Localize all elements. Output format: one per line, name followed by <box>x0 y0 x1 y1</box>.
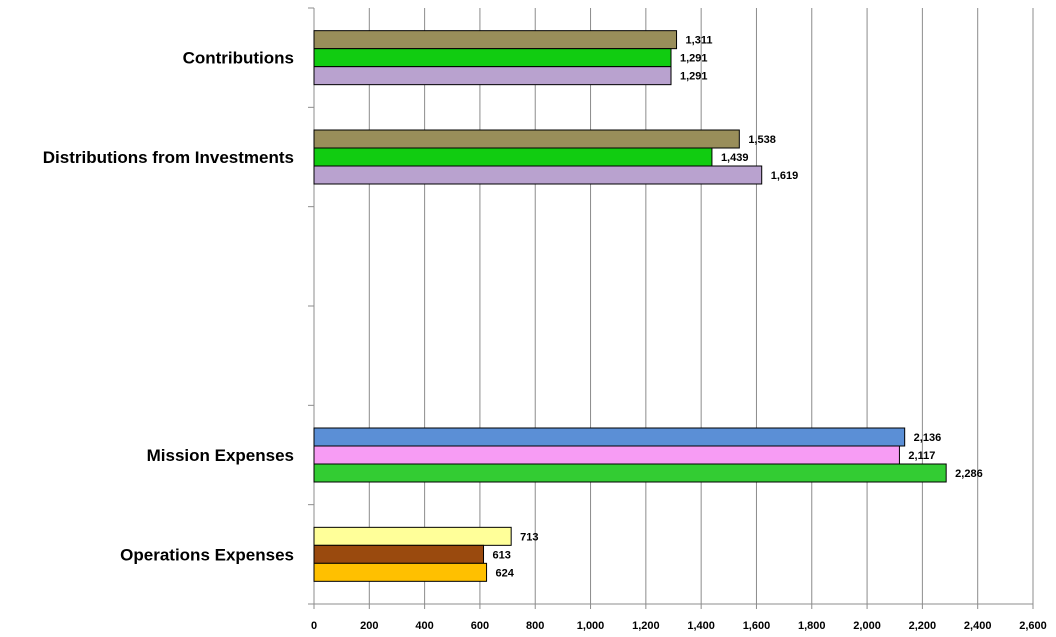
x-tick-label: 1,000 <box>577 620 605 632</box>
category-label: Operations Expenses <box>120 545 294 564</box>
data-label: 613 <box>493 549 511 561</box>
bar <box>313 30 678 50</box>
data-label: 1,439 <box>721 152 749 164</box>
bar <box>313 147 713 167</box>
data-label: 1,291 <box>680 71 708 83</box>
bar <box>313 445 900 465</box>
gridlines <box>368 8 1034 604</box>
x-tick-label: 2,400 <box>964 620 992 632</box>
labels: 0 200 400 600 800 1,000 1,200 1,400 1,600 1,800 2,… <box>43 35 1047 632</box>
data-label: 1,538 <box>748 134 776 146</box>
data-label: 2,286 <box>955 468 983 480</box>
data-label: 624 <box>496 567 515 579</box>
x-tick-label: 1,800 <box>798 620 826 632</box>
x-tick-label: 1,200 <box>632 620 660 632</box>
x-tick-label: 400 <box>415 620 433 632</box>
data-label: 2,136 <box>914 432 942 444</box>
data-label: 713 <box>520 531 538 543</box>
x-tick-label: 0 <box>311 620 317 632</box>
x-tick-label: 800 <box>526 620 544 632</box>
bar <box>313 165 763 185</box>
bar <box>313 562 488 582</box>
category-label: Contributions <box>183 49 294 68</box>
x-tick-label: 600 <box>471 620 489 632</box>
bar <box>313 427 906 447</box>
x-tick-label: 1,600 <box>743 620 771 632</box>
x-tick-label: 1,400 <box>687 620 715 632</box>
bar <box>313 526 512 546</box>
x-tick-label: 200 <box>360 620 378 632</box>
axes <box>308 7 1034 609</box>
data-label: 1,311 <box>686 35 713 47</box>
x-tick-label: 2,600 <box>1019 620 1047 632</box>
bars <box>313 30 947 582</box>
bar <box>313 463 947 483</box>
data-label: 1,619 <box>771 170 799 182</box>
data-label: 1,291 <box>680 53 708 65</box>
data-label: 2,117 <box>908 450 935 462</box>
x-tick-label: 2,000 <box>853 620 881 632</box>
x-tick-label: 2,200 <box>909 620 937 632</box>
category-label: Mission Expenses <box>147 446 294 465</box>
bar <box>313 129 740 149</box>
bar <box>313 544 485 564</box>
bar <box>313 66 672 86</box>
bar <box>313 48 672 68</box>
category-label: Distributions from Investments <box>43 148 294 167</box>
